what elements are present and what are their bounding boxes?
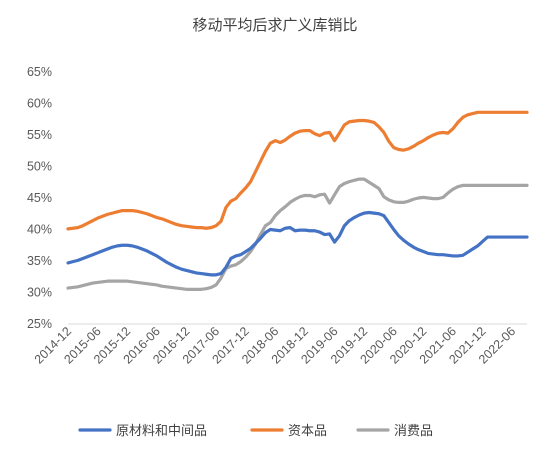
series-line-1 — [66, 110, 529, 231]
series-line-2 — [66, 177, 529, 291]
y-tick-label: 40% — [27, 223, 52, 237]
series-layer — [66, 110, 529, 291]
y-axis: 25% 30% 35% 40% 45% 50% 55% 60% 65% — [27, 65, 52, 331]
y-tick-label: 45% — [27, 191, 52, 205]
y-tick-label: 65% — [27, 65, 52, 79]
legend-label-0: 原材料和中间品 — [116, 424, 207, 439]
series-line-0 — [66, 210, 529, 277]
y-tick-label: 60% — [27, 97, 52, 111]
legend-label-1: 资本品 — [288, 424, 327, 439]
y-tick-label: 25% — [27, 317, 52, 331]
chart-title: 移动平均后求广义库销比 — [192, 16, 357, 34]
y-tick-label: 55% — [27, 128, 52, 142]
legend-label-2: 消费品 — [394, 424, 433, 439]
y-tick-label: 50% — [27, 160, 52, 174]
y-tick-label: 30% — [27, 286, 52, 300]
y-tick-label: 35% — [27, 254, 52, 268]
legend: 原材料和中间品 资本品 消费品 — [78, 424, 433, 439]
x-axis: 2014-122015-062015-122016-062016-122017-… — [32, 323, 527, 367]
